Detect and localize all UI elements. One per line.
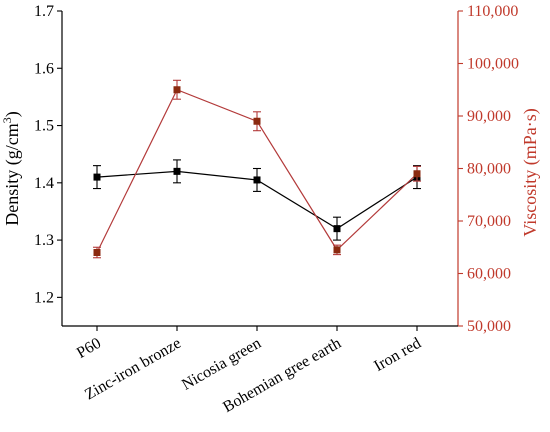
left-tick-label: 1.4 <box>34 175 54 192</box>
right-tick-label: 60,000 <box>467 266 511 283</box>
data-point <box>173 167 181 175</box>
right-tick-label: 80,000 <box>467 161 511 178</box>
data-point <box>93 173 101 181</box>
right-axis-title: Viscosity (mPa·s) <box>520 108 541 236</box>
left-axis-ticks: 1.2 1.3 1.4 1.5 1.6 1.7 <box>34 3 62 306</box>
left-axis-title-main: Density (g/cm <box>2 123 23 225</box>
data-point <box>173 86 181 94</box>
data-point <box>333 246 341 254</box>
right-tick-label: 110,000 <box>467 3 518 20</box>
left-axis-title: Density (g/cm3) <box>0 111 23 225</box>
category-label: Iron red <box>371 335 424 375</box>
right-tick-label: 50,000 <box>467 318 511 335</box>
left-tick-label: 1.2 <box>34 289 54 306</box>
left-axis-title-superscript: 3 <box>0 117 14 123</box>
right-tick-label: 100,000 <box>467 56 519 73</box>
data-point <box>93 249 101 256</box>
series-1 <box>93 159 421 241</box>
left-tick-label: 1.7 <box>34 3 54 20</box>
right-axis-ticks: 50,000 60,000 70,000 80,000 90,000 100,000 110… <box>458 3 519 335</box>
category-label: P60 <box>74 335 104 362</box>
data-point <box>333 225 341 233</box>
data-point <box>253 176 261 184</box>
series-2 <box>93 79 421 259</box>
series-layer <box>93 79 421 259</box>
data-point <box>413 170 421 178</box>
left-tick-label: 1.6 <box>34 60 54 77</box>
left-tick-label: 1.3 <box>34 232 54 249</box>
data-point <box>253 117 261 125</box>
right-tick-label: 90,000 <box>467 108 511 125</box>
left-axis-title-end: ) <box>2 111 23 117</box>
right-tick-label: 70,000 <box>467 213 511 230</box>
left-tick-label: 1.5 <box>34 118 54 135</box>
